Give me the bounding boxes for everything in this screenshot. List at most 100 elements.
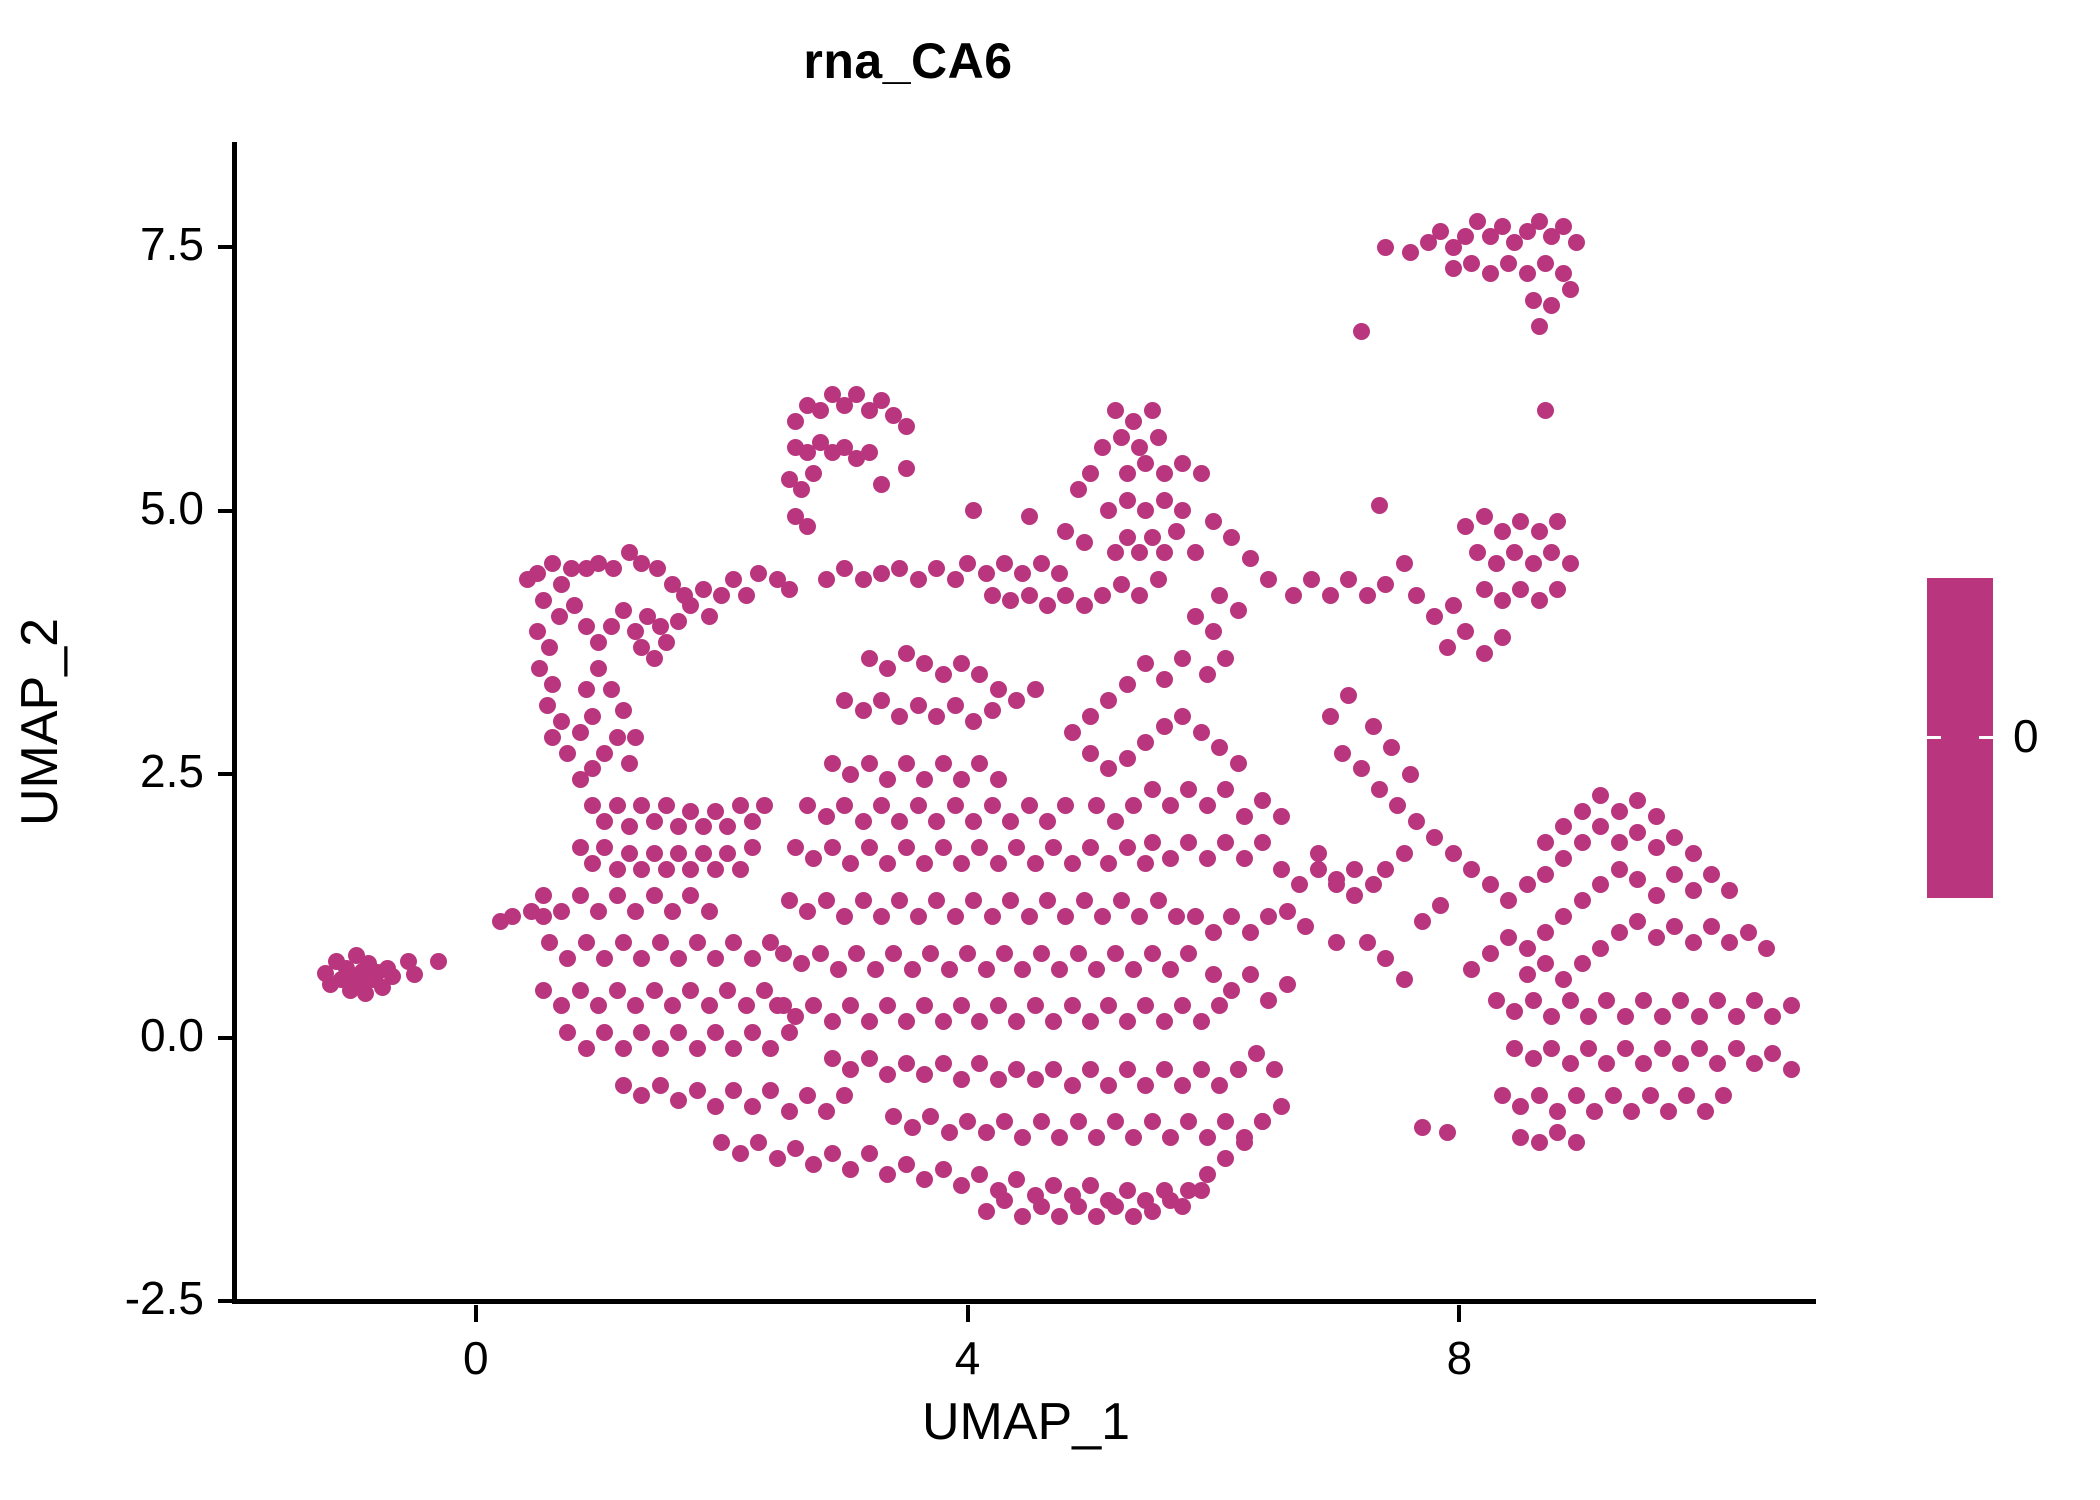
scatter-point	[1709, 992, 1727, 1010]
scatter-point	[1014, 1129, 1032, 1147]
scatter-point	[916, 1065, 934, 1083]
scatter-point	[559, 950, 577, 968]
scatter-point	[1161, 849, 1179, 867]
scatter-point	[725, 934, 743, 952]
scatter-point	[750, 1134, 768, 1152]
scatter-point	[1186, 607, 1204, 625]
scatter-point	[1561, 554, 1579, 572]
scatter-point	[627, 728, 645, 746]
colorbar-tick-left	[1927, 736, 1941, 739]
scatter-point	[1082, 1060, 1100, 1078]
scatter-point	[1493, 523, 1511, 541]
scatter-point	[645, 813, 663, 831]
scatter-point	[1026, 1071, 1044, 1089]
scatter-point	[1155, 718, 1173, 736]
scatter-point	[633, 797, 651, 815]
scatter-point	[1481, 876, 1499, 894]
scatter-point	[1002, 591, 1020, 609]
scatter-point	[1321, 586, 1339, 604]
scatter-point	[737, 586, 755, 604]
scatter-point	[805, 465, 823, 483]
scatter-point	[543, 554, 561, 572]
scatter-point	[713, 586, 731, 604]
scatter-point	[995, 944, 1013, 962]
scatter-point	[897, 1013, 915, 1031]
scatter-point	[1506, 1039, 1524, 1057]
scatter-point	[823, 386, 841, 404]
scatter-point	[1180, 944, 1198, 962]
scatter-point	[1481, 944, 1499, 962]
scatter-point	[762, 1081, 780, 1099]
scatter-point	[1420, 233, 1438, 251]
scatter-point	[707, 1023, 725, 1041]
scatter-point	[1125, 797, 1143, 815]
scatter-point	[737, 997, 755, 1015]
scatter-point	[1118, 749, 1136, 767]
scatter-point	[1248, 1044, 1266, 1062]
scatter-point	[1567, 1087, 1585, 1105]
scatter-point	[1555, 818, 1573, 836]
scatter-point	[817, 570, 835, 588]
scatter-point	[1469, 544, 1487, 562]
scatter-point	[1045, 1176, 1063, 1194]
scatter-point	[1506, 1002, 1524, 1020]
scatter-point	[1063, 1076, 1081, 1094]
scatter-point	[1764, 1044, 1782, 1062]
scatter-point	[633, 1023, 651, 1041]
scatter-point	[823, 1050, 841, 1068]
scatter-point	[823, 755, 841, 773]
scatter-point	[645, 886, 663, 904]
scatter-point	[1088, 960, 1106, 978]
scatter-point	[559, 744, 577, 762]
scatter-point	[1254, 792, 1272, 810]
scatter-point	[639, 607, 657, 625]
scatter-point	[1082, 1013, 1100, 1031]
scatter-point	[995, 1192, 1013, 1210]
scatter-point	[946, 570, 964, 588]
scatter-point	[1143, 1202, 1161, 1220]
scatter-point	[1094, 586, 1112, 604]
scatter-point	[1407, 586, 1425, 604]
scatter-point	[909, 697, 927, 715]
scatter-point	[879, 660, 897, 678]
scatter-point	[1057, 586, 1075, 604]
y-tick-mark	[218, 1035, 235, 1040]
scatter-point	[1082, 465, 1100, 483]
scatter-point	[1051, 565, 1069, 583]
scatter-point	[1137, 655, 1155, 673]
scatter-point	[952, 1071, 970, 1089]
scatter-point	[860, 1013, 878, 1031]
scatter-point	[707, 802, 725, 820]
scatter-point	[543, 728, 561, 746]
scatter-point	[860, 649, 878, 667]
scatter-point	[1592, 939, 1610, 957]
scatter-point	[903, 960, 921, 978]
scatter-point	[1112, 428, 1130, 446]
scatter-point	[1155, 1060, 1173, 1078]
scatter-point	[1229, 602, 1247, 620]
scatter-point	[608, 728, 626, 746]
scatter-point	[805, 849, 823, 867]
scatter-point	[965, 892, 983, 910]
y-tick-label: -2.5	[124, 1272, 204, 1324]
scatter-point	[1684, 844, 1702, 862]
scatter-point	[922, 1108, 940, 1126]
scatter-point	[577, 681, 595, 699]
scatter-point	[1063, 855, 1081, 873]
scatter-point	[780, 1023, 798, 1041]
scatter-point	[1530, 212, 1548, 230]
scatter-point	[952, 997, 970, 1015]
scatter-point	[1057, 907, 1075, 925]
scatter-point	[1659, 1102, 1677, 1120]
scatter-point	[707, 860, 725, 878]
scatter-point	[1524, 554, 1542, 572]
scatter-point	[633, 950, 651, 968]
scatter-point	[971, 839, 989, 857]
page-title: rna_CA6	[803, 33, 1013, 89]
scatter-point	[1746, 1055, 1764, 1073]
scatter-point	[891, 707, 909, 725]
scatter-point	[1610, 834, 1628, 852]
scatter-point	[1131, 439, 1149, 457]
scatter-point	[657, 633, 675, 651]
scatter-point	[1506, 233, 1524, 251]
